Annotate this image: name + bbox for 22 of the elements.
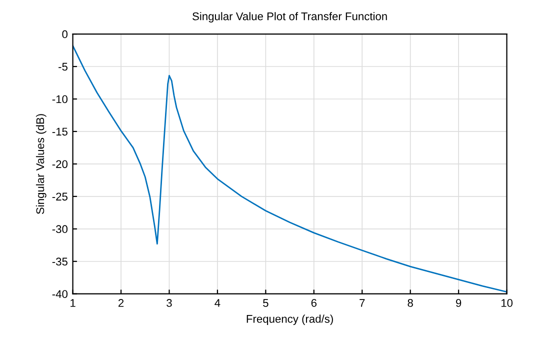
x-tick-label: 10 — [501, 299, 513, 307]
y-tick-label: -10 — [52, 95, 68, 104]
y-tick-label: 0 — [62, 30, 68, 38]
y-tick-label: -5 — [58, 62, 68, 71]
x-tick-label: 2 — [118, 299, 124, 307]
y-tick-label: -35 — [52, 258, 68, 266]
x-tick-label: 6 — [311, 299, 317, 307]
y-tick-label: -20 — [52, 160, 68, 168]
x-axis-title: Frequency (rad/s) — [246, 314, 333, 325]
y-tick-label: -40 — [52, 290, 68, 298]
y-tick-label: -30 — [52, 225, 68, 234]
x-tick-label: 8 — [408, 299, 413, 307]
chart-title: Singular Value Plot of Transfer Function — [192, 12, 387, 22]
x-tick-label: 1 — [70, 299, 76, 307]
y-axis-title: Singular Values (dB) — [36, 114, 46, 214]
x-tick-label: 4 — [214, 299, 220, 307]
y-tick-label: -15 — [52, 128, 68, 136]
x-tick-label: 7 — [360, 299, 365, 307]
x-tick-label: 3 — [166, 299, 172, 307]
y-tick-label: -25 — [52, 192, 68, 201]
x-tick-label: 5 — [263, 299, 268, 307]
x-tick-label: 9 — [456, 299, 462, 307]
